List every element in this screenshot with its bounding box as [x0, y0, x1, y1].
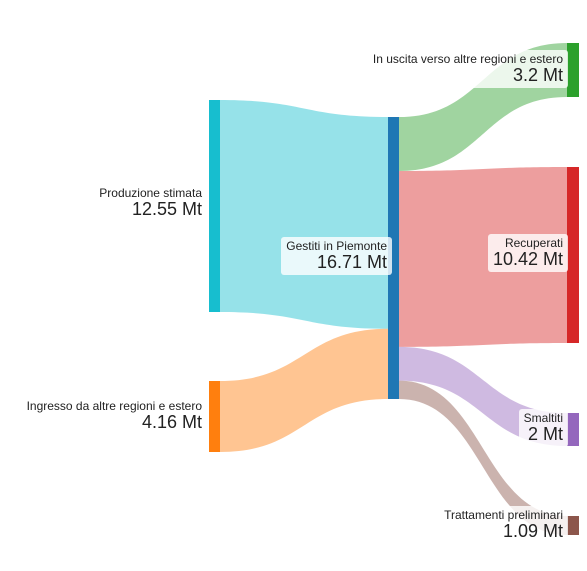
link-prod-gest [220, 100, 388, 329]
label-recuperati-name: Recuperati [504, 236, 563, 250]
label-smaltiti-name: Smaltiti [523, 411, 563, 425]
label-produzione: Produzione stimata 12.55 Mt [99, 186, 202, 220]
label-trattamenti-value: 1.09 Mt [502, 521, 563, 542]
label-uscita-name: In uscita verso altre regioni e estero [372, 52, 563, 66]
label-ingresso-name: Ingresso da altre regioni e estero [26, 399, 202, 413]
label-produzione-name: Produzione stimata [99, 186, 202, 200]
label-recuperati: Recuperati 10.42 Mt [487, 234, 568, 272]
node-prod [209, 100, 220, 312]
link-ingr-gest [220, 328, 388, 452]
node-sma [567, 413, 579, 446]
link-gest-tra [399, 380, 567, 535]
label-smaltiti: Smaltiti 2 Mt [518, 409, 568, 447]
label-uscita: In uscita verso altre regioni e estero 3… [367, 50, 568, 88]
label-ingresso: Ingresso da altre regioni e estero 4.16 … [26, 399, 202, 433]
label-ingresso-value: 4.16 Mt [141, 412, 202, 433]
label-smaltiti-value: 2 Mt [527, 424, 563, 445]
node-usc [567, 43, 579, 97]
node-gest [388, 117, 399, 399]
node-rec [567, 167, 579, 343]
label-gestiti: Gestiti in Piemonte 16.71 Mt [281, 237, 392, 275]
label-trattamenti: Trattamenti preliminari 1.09 Mt [439, 506, 568, 544]
label-recuperati-value: 10.42 Mt [492, 249, 563, 270]
link-gest-rec [399, 167, 567, 347]
node-tra [567, 516, 579, 535]
label-trattamenti-name: Trattamenti preliminari [444, 508, 563, 522]
label-uscita-value: 3.2 Mt [512, 65, 563, 86]
label-gestiti-value: 16.71 Mt [316, 252, 387, 273]
label-produzione-value: 12.55 Mt [131, 199, 202, 220]
node-ingr [209, 381, 220, 452]
label-gestiti-name: Gestiti in Piemonte [286, 239, 387, 253]
